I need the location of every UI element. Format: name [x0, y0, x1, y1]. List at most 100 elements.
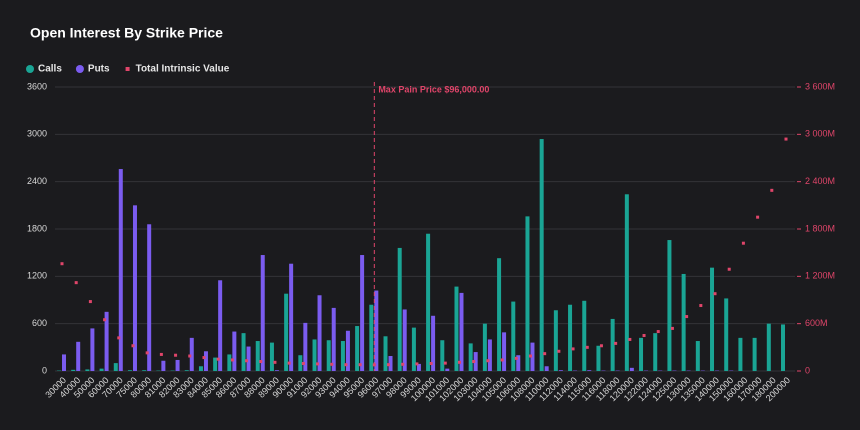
value-dot: [88, 300, 92, 304]
value-dot: [599, 344, 603, 348]
value-dot: [415, 362, 419, 366]
bar: [317, 295, 322, 371]
bar: [710, 267, 715, 371]
value-dot: [429, 362, 433, 366]
bar: [90, 328, 95, 371]
y-tick-label: 1800: [27, 223, 47, 233]
bar: [161, 360, 166, 371]
bar: [345, 330, 350, 371]
value-dot: [543, 352, 547, 356]
bar: [468, 343, 473, 371]
y2-tick-label: 3 000M: [805, 129, 835, 139]
bar: [246, 346, 251, 371]
y2-tick-label: 1 800M: [805, 223, 835, 233]
value-dot: [245, 359, 249, 363]
value-dot: [344, 363, 348, 367]
bar: [127, 370, 132, 371]
value-dot: [358, 363, 362, 367]
y-tick-label: 600: [32, 318, 47, 328]
bar: [218, 280, 223, 371]
bar: [71, 369, 76, 371]
bar: [397, 247, 402, 371]
legend-label: Total Intrinsic Value: [136, 64, 230, 75]
annotation: Max Pain Price $96,000.00: [378, 84, 489, 94]
value-dot: [685, 315, 689, 319]
bar: [369, 304, 374, 371]
bar: [142, 370, 147, 371]
bar: [724, 298, 729, 371]
chart-title: Open Interest By Strike Price: [30, 25, 223, 41]
y2-tick-label: 2 400M: [805, 176, 835, 186]
bar: [431, 315, 436, 371]
bar: [303, 322, 308, 371]
bar: [241, 333, 246, 371]
value-dot: [401, 362, 405, 366]
bar: [667, 240, 672, 371]
value-dot: [159, 352, 163, 356]
legend-marker: [125, 67, 130, 71]
bar: [539, 139, 544, 371]
bar: [198, 366, 203, 371]
bar: [232, 331, 237, 371]
value-dot: [230, 358, 234, 362]
value-dot: [472, 360, 476, 364]
value-dot: [216, 357, 220, 361]
value-dot: [443, 361, 447, 365]
bar: [85, 369, 90, 371]
value-dot: [713, 292, 717, 296]
y2-tick-label: 3 600M: [805, 81, 835, 91]
bar: [227, 354, 232, 371]
bar: [76, 341, 81, 371]
bar: [596, 345, 601, 371]
bar: [118, 169, 123, 371]
bar: [487, 339, 492, 371]
bar: [624, 194, 629, 371]
bar: [213, 357, 218, 371]
bar: [269, 342, 274, 371]
value-dot: [514, 356, 518, 360]
value-dot: [117, 336, 121, 340]
y-tick-label: 0: [42, 365, 47, 375]
bar: [255, 341, 260, 371]
value-dot: [571, 347, 575, 351]
bar: [360, 255, 365, 371]
legend-marker: [75, 65, 84, 73]
value-dot: [770, 188, 774, 192]
value-dot: [727, 267, 731, 271]
bar: [502, 332, 507, 371]
bar: [184, 370, 189, 371]
y-tick-label: 1200: [27, 271, 47, 281]
bar: [454, 286, 459, 371]
value-dot: [330, 362, 334, 366]
y2-tick-label: 1 200M: [805, 271, 835, 281]
value-dot: [741, 241, 745, 245]
bar: [459, 292, 464, 371]
bar: [260, 255, 265, 371]
value-dot: [316, 362, 320, 366]
bar: [62, 354, 66, 371]
bar: [440, 340, 445, 371]
bar: [426, 233, 431, 371]
bar: [511, 301, 516, 371]
value-dot: [642, 334, 646, 337]
bar: [374, 290, 379, 371]
bar: [695, 341, 700, 371]
value-dot: [557, 349, 561, 353]
value-dot: [628, 337, 632, 341]
bar: [544, 366, 549, 371]
value-dot: [457, 360, 461, 364]
bar: [766, 323, 771, 371]
bar: [653, 333, 658, 371]
bar: [582, 300, 587, 371]
bar: [312, 339, 317, 371]
bar: [355, 326, 360, 371]
legend-label: Puts: [88, 64, 110, 75]
bar: [568, 304, 573, 371]
value-dot: [131, 344, 135, 348]
bar: [497, 258, 502, 371]
legend-marker: [26, 65, 34, 73]
value-dot: [259, 360, 263, 364]
value-dot: [670, 326, 674, 330]
value-dot: [273, 360, 277, 364]
bar: [530, 342, 535, 371]
